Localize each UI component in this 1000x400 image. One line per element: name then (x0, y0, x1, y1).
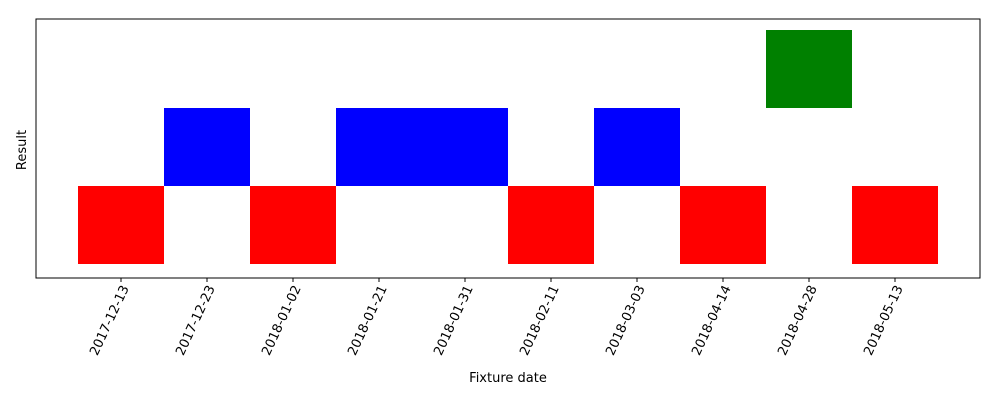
y-axis-label: Result (15, 130, 30, 170)
x-tick-label: 2018-01-31 (431, 283, 477, 358)
x-tick-label: 2018-02-11 (517, 283, 563, 358)
x-tick-label: 2018-05-13 (861, 283, 907, 358)
bar-2017-12-23 (164, 108, 250, 186)
bars-layer (78, 30, 938, 264)
plot-frame (35, 18, 981, 279)
bar-2018-02-11 (508, 186, 594, 264)
x-ticks: 2017-12-13 2017-12-23 2018-01-02 2018-01-21… (87, 278, 907, 358)
x-tick-label: 2018-03-03 (603, 283, 649, 358)
bar-2018-01-21 (336, 108, 422, 186)
x-tick-label: 2018-04-28 (775, 283, 821, 358)
bar-2018-04-28 (766, 30, 852, 108)
bar-2017-12-13 (78, 186, 164, 264)
bar-2018-01-02 (250, 186, 336, 264)
x-tick-label: 2018-01-02 (259, 283, 305, 358)
bar-2018-01-31 (422, 108, 508, 186)
bar-2018-04-14 (680, 186, 766, 264)
bar-2018-03-03 (594, 108, 680, 186)
x-axis-label: Fixture date (469, 371, 547, 386)
bar-2018-05-13 (852, 186, 938, 264)
x-tick-label: 2018-01-21 (345, 283, 391, 358)
x-tick-label: 2018-04-14 (689, 283, 735, 358)
x-tick-label: 2017-12-23 (173, 283, 219, 358)
x-tick-label: 2017-12-13 (87, 283, 133, 358)
